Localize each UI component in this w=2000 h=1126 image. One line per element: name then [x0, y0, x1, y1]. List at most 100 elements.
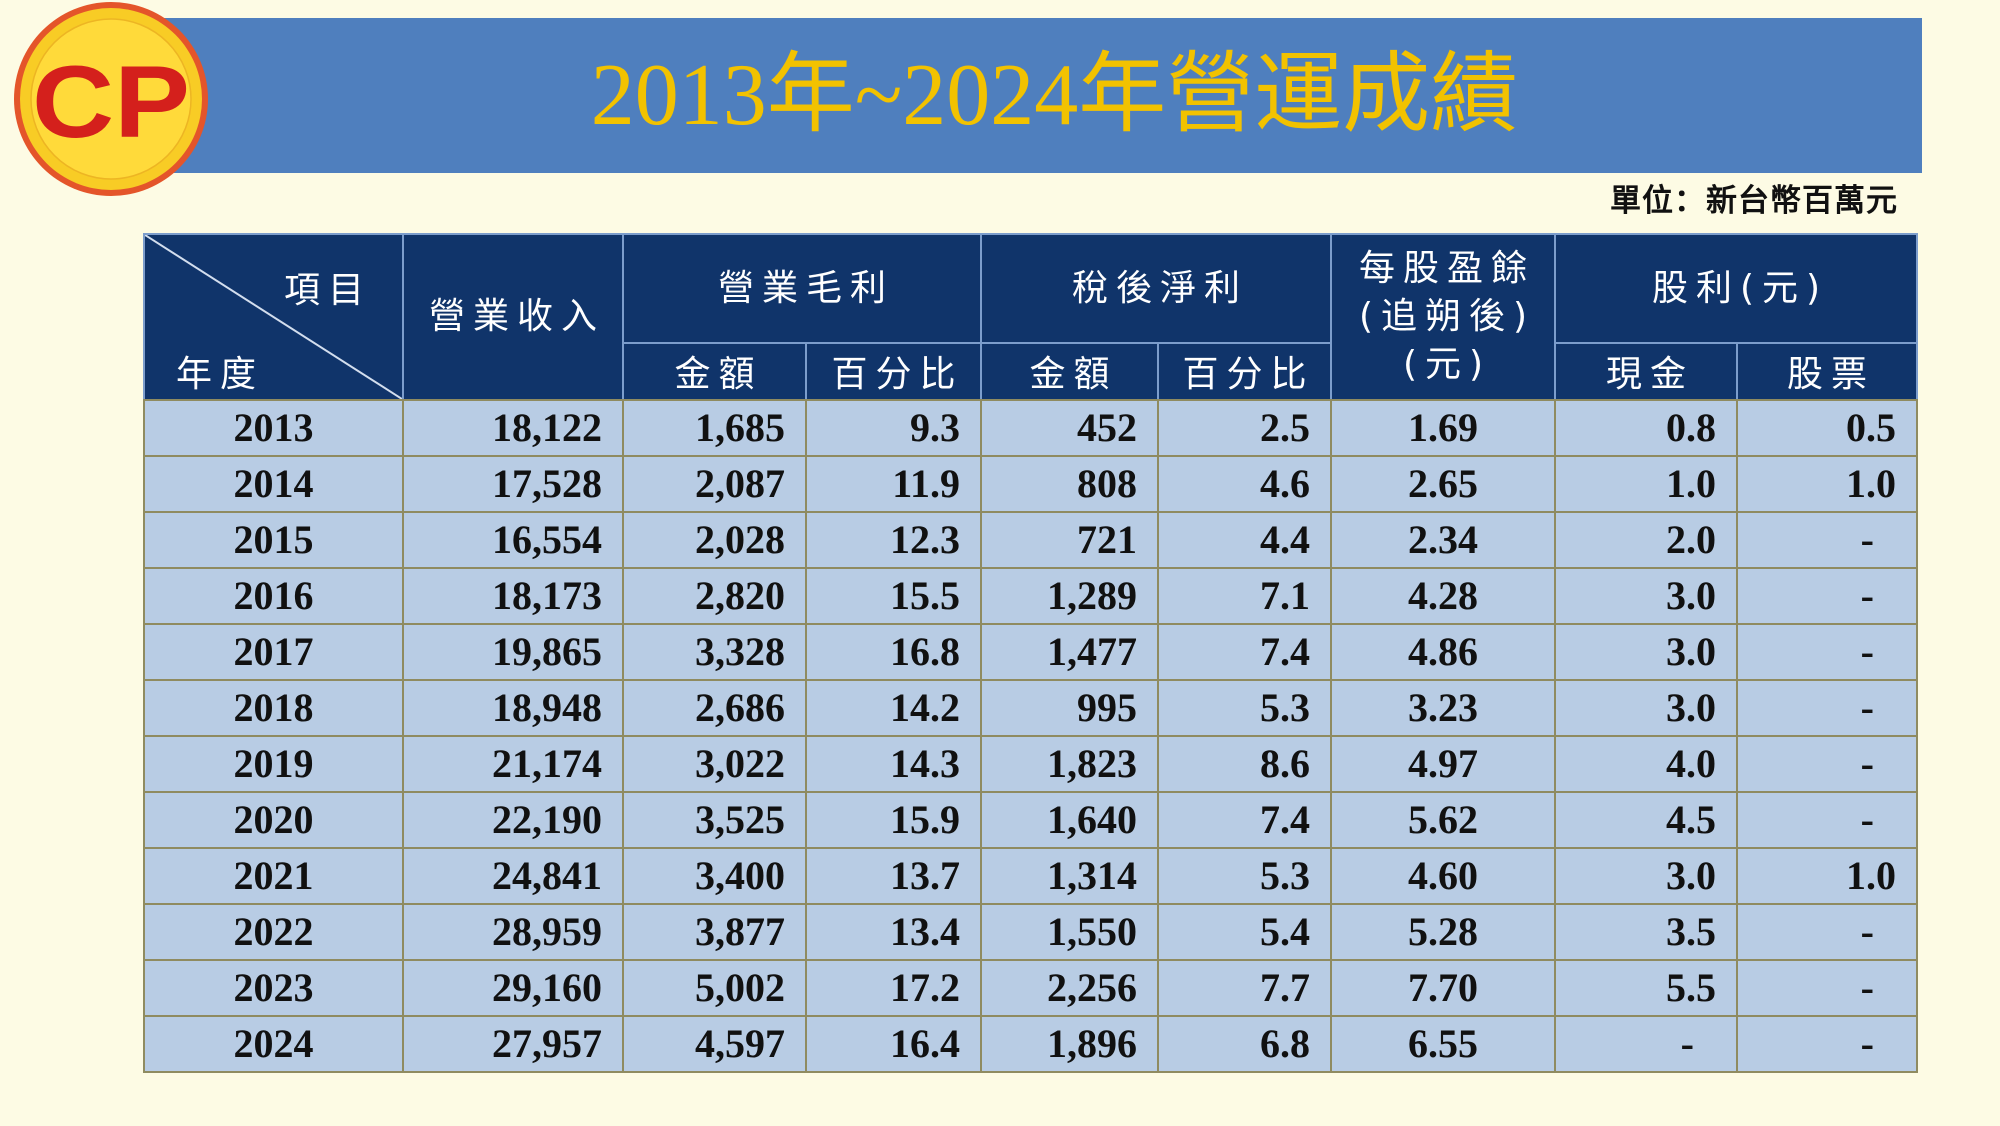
cp-logo: CP — [14, 2, 208, 196]
eps-cell: 2.34 — [1332, 513, 1554, 567]
net-margin-cell: 5.4 — [1159, 905, 1330, 959]
eps-cell: 6.55 — [1332, 1017, 1554, 1071]
cash-dividend-cell: 3.5 — [1556, 905, 1736, 959]
net-income-amount-cell: 1,823 — [982, 737, 1157, 791]
eps-cell: 4.28 — [1332, 569, 1554, 623]
gross-margin-cell: 15.9 — [807, 793, 980, 847]
gross-margin-cell: 16.8 — [807, 625, 980, 679]
net-margin-cell: 6.8 — [1159, 1017, 1330, 1071]
cash-dividend-cell: 5.5 — [1556, 961, 1736, 1015]
revenue-cell: 29,160 — [404, 961, 622, 1015]
revenue-cell: 18,173 — [404, 569, 622, 623]
eps-cell: 1.69 — [1332, 401, 1554, 455]
gross-margin-cell: 13.7 — [807, 849, 980, 903]
stock-dividend-cell: - — [1738, 961, 1916, 1015]
net-income-amount-cell: 995 — [982, 681, 1157, 735]
header-item-label: 項目 — [283, 270, 372, 311]
cash-dividend-cell: - — [1556, 1017, 1736, 1071]
year-cell: 2022 — [145, 905, 402, 959]
cash-dividend-cell: 3.0 — [1556, 681, 1736, 735]
stock-dividend-cell: - — [1738, 905, 1916, 959]
revenue-cell: 16,554 — [404, 513, 622, 567]
year-cell: 2017 — [145, 625, 402, 679]
gross-margin-cell: 11.9 — [807, 457, 980, 511]
cash-dividend-cell: 1.0 — [1556, 457, 1736, 511]
revenue-cell: 17,528 — [404, 457, 622, 511]
stock-dividend-cell: - — [1738, 513, 1916, 567]
revenue-cell: 22,190 — [404, 793, 622, 847]
gross-margin-cell: 14.3 — [807, 737, 980, 791]
gross-profit-amount-cell: 3,877 — [624, 905, 805, 959]
year-cell: 2019 — [145, 737, 402, 791]
header-net-income-percent: 百分比 — [1159, 344, 1330, 399]
header-year-label: 年度 — [176, 354, 265, 395]
net-margin-cell: 7.4 — [1159, 625, 1330, 679]
net-margin-cell: 7.1 — [1159, 569, 1330, 623]
gross-profit-amount-cell: 3,400 — [624, 849, 805, 903]
net-margin-cell: 7.7 — [1159, 961, 1330, 1015]
revenue-cell: 21,174 — [404, 737, 622, 791]
header-corner-cell: 項目 年度 — [145, 235, 402, 399]
revenue-cell: 19,865 — [404, 625, 622, 679]
net-income-amount-cell: 808 — [982, 457, 1157, 511]
gross-profit-amount-cell: 2,087 — [624, 457, 805, 511]
gross-profit-amount-cell: 3,525 — [624, 793, 805, 847]
stock-dividend-cell: - — [1738, 737, 1916, 791]
year-cell: 2016 — [145, 569, 402, 623]
eps-cell: 2.65 — [1332, 457, 1554, 511]
stock-dividend-cell: 1.0 — [1738, 457, 1916, 511]
gross-profit-amount-cell: 2,028 — [624, 513, 805, 567]
header-eps: 每股盈餘 (追朔後) (元) — [1332, 235, 1554, 399]
stock-dividend-cell: - — [1738, 793, 1916, 847]
cash-dividend-cell: 2.0 — [1556, 513, 1736, 567]
cash-dividend-cell: 4.5 — [1556, 793, 1736, 847]
net-income-amount-cell: 721 — [982, 513, 1157, 567]
eps-cell: 4.60 — [1332, 849, 1554, 903]
revenue-cell: 28,959 — [404, 905, 622, 959]
eps-cell: 7.70 — [1332, 961, 1554, 1015]
gross-profit-amount-cell: 3,022 — [624, 737, 805, 791]
gross-profit-amount-cell: 4,597 — [624, 1017, 805, 1071]
logo-text: CP — [32, 45, 190, 159]
year-cell: 2014 — [145, 457, 402, 511]
net-income-amount-cell: 1,289 — [982, 569, 1157, 623]
year-cell: 2020 — [145, 793, 402, 847]
header-eps-line: (追朔後) — [1358, 296, 1536, 337]
gross-profit-amount-cell: 2,820 — [624, 569, 805, 623]
net-margin-cell: 5.3 — [1159, 849, 1330, 903]
cash-dividend-cell: 3.0 — [1556, 849, 1736, 903]
header-eps-line: (元) — [1402, 344, 1492, 385]
net-income-amount-cell: 1,477 — [982, 625, 1157, 679]
eps-cell: 3.23 — [1332, 681, 1554, 735]
revenue-cell: 18,948 — [404, 681, 622, 735]
eps-cell: 5.28 — [1332, 905, 1554, 959]
net-income-amount-cell: 452 — [982, 401, 1157, 455]
header-gross-profit-amount: 金額 — [624, 344, 805, 399]
gross-margin-cell: 17.2 — [807, 961, 980, 1015]
stock-dividend-cell: 0.5 — [1738, 401, 1916, 455]
gross-margin-cell: 16.4 — [807, 1017, 980, 1071]
gross-margin-cell: 12.3 — [807, 513, 980, 567]
stock-dividend-cell: 1.0 — [1738, 849, 1916, 903]
net-income-amount-cell: 1,550 — [982, 905, 1157, 959]
stock-dividend-cell: - — [1738, 569, 1916, 623]
net-income-amount-cell: 2,256 — [982, 961, 1157, 1015]
gross-margin-cell: 14.2 — [807, 681, 980, 735]
gross-margin-cell: 13.4 — [807, 905, 980, 959]
unit-label: 單位：新台幣百萬元 — [1610, 183, 1898, 219]
header-revenue: 營業收入 — [404, 235, 622, 399]
cash-dividend-cell: 0.8 — [1556, 401, 1736, 455]
gross-margin-cell: 15.5 — [807, 569, 980, 623]
net-income-amount-cell: 1,314 — [982, 849, 1157, 903]
performance-table: 項目 年度 營業收入 營業毛利 稅後淨利 每股盈餘 (追朔後) (元) 股利(元… — [143, 233, 1918, 1073]
header-eps-line: 每股盈餘 — [1358, 248, 1535, 289]
gross-profit-amount-cell: 5,002 — [624, 961, 805, 1015]
gross-profit-amount-cell: 2,686 — [624, 681, 805, 735]
table-body: 2013 18,122 1,685 9.3 452 2.5 1.69 0.8 0.5 2014 17… — [143, 399, 1918, 1073]
header-gross-profit: 營業毛利 — [624, 235, 980, 342]
diagonal-divider — [145, 235, 402, 399]
revenue-cell: 27,957 — [404, 1017, 622, 1071]
net-margin-cell: 4.4 — [1159, 513, 1330, 567]
gross-margin-cell: 9.3 — [807, 401, 980, 455]
eps-cell: 4.86 — [1332, 625, 1554, 679]
